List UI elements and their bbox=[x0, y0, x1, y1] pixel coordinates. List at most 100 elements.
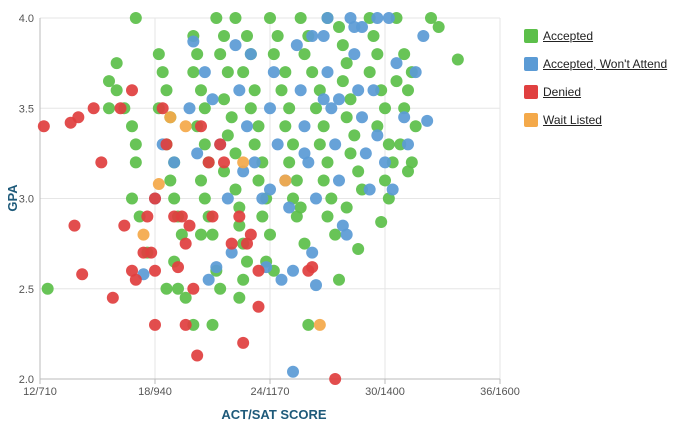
data-point bbox=[187, 282, 200, 295]
data-point bbox=[218, 30, 230, 43]
data-point bbox=[141, 210, 154, 223]
data-point bbox=[417, 30, 430, 43]
data-point bbox=[306, 246, 319, 259]
data-point bbox=[37, 120, 50, 133]
data-point bbox=[110, 57, 123, 70]
data-point bbox=[359, 147, 372, 160]
data-point bbox=[229, 147, 242, 160]
data-point bbox=[244, 48, 257, 61]
data-point bbox=[294, 201, 307, 214]
data-point bbox=[137, 246, 150, 259]
data-point bbox=[390, 75, 403, 88]
data-point bbox=[118, 219, 131, 232]
data-point bbox=[244, 102, 257, 115]
data-point bbox=[248, 138, 261, 151]
x-tick-label: 18/940 bbox=[138, 386, 172, 398]
data-point bbox=[129, 156, 142, 169]
legend-item-wait-listed[interactable]: Wait Listed bbox=[524, 112, 680, 128]
data-point bbox=[206, 210, 219, 223]
data-point bbox=[348, 129, 361, 142]
data-point bbox=[195, 84, 207, 97]
data-point bbox=[283, 156, 296, 169]
data-point bbox=[398, 111, 411, 124]
data-point bbox=[340, 57, 353, 70]
data-point bbox=[306, 261, 319, 274]
data-point bbox=[290, 174, 303, 187]
legend: Accepted Accepted, Won't Attend Denied W… bbox=[524, 28, 680, 140]
data-point bbox=[290, 39, 303, 52]
data-point bbox=[244, 228, 257, 241]
data-point bbox=[175, 210, 188, 223]
data-point bbox=[229, 39, 242, 52]
data-point bbox=[356, 111, 368, 124]
data-point bbox=[233, 210, 246, 223]
data-point bbox=[398, 48, 411, 61]
data-point bbox=[371, 48, 384, 61]
data-point bbox=[325, 102, 338, 115]
data-point bbox=[279, 120, 292, 133]
data-point bbox=[333, 174, 345, 187]
data-point bbox=[160, 138, 173, 151]
data-point bbox=[41, 282, 54, 295]
data-point bbox=[106, 291, 119, 304]
data-point bbox=[183, 219, 196, 232]
data-point bbox=[379, 102, 391, 115]
data-point bbox=[233, 291, 246, 304]
data-point bbox=[229, 183, 242, 196]
y-tick-label: 3.5 bbox=[19, 103, 34, 115]
data-point bbox=[287, 192, 299, 205]
data-point bbox=[271, 30, 284, 43]
data-point bbox=[126, 264, 138, 277]
data-point bbox=[103, 75, 115, 88]
data-point bbox=[183, 102, 196, 115]
y-tick-label: 3.0 bbox=[19, 194, 34, 206]
legend-item-denied[interactable]: Denied bbox=[524, 84, 680, 100]
legend-label: Accepted bbox=[543, 29, 594, 43]
data-point bbox=[306, 30, 319, 43]
data-point bbox=[72, 111, 85, 124]
data-point bbox=[198, 66, 211, 79]
data-point bbox=[149, 318, 161, 331]
data-point bbox=[164, 111, 177, 124]
data-point bbox=[210, 261, 223, 274]
data-point bbox=[451, 53, 464, 66]
data-point bbox=[241, 120, 253, 133]
data-point bbox=[198, 102, 211, 115]
y-tick-label: 2.0 bbox=[19, 374, 34, 386]
data-point bbox=[287, 365, 299, 378]
data-point bbox=[152, 178, 165, 191]
data-point bbox=[264, 183, 276, 196]
data-point bbox=[290, 210, 303, 223]
data-point bbox=[87, 102, 100, 115]
data-point bbox=[160, 282, 173, 295]
data-point bbox=[321, 210, 334, 223]
data-point bbox=[126, 84, 138, 97]
data-point bbox=[168, 192, 181, 205]
legend-label: Accepted, Won't Attend bbox=[543, 57, 668, 71]
data-point bbox=[275, 273, 288, 286]
data-point bbox=[233, 84, 246, 97]
tick-labels: 2.0 2.5 3.0 3.5 4.0 12/710 18/940 24/1170 30/140… bbox=[19, 13, 520, 398]
data-point bbox=[187, 35, 200, 48]
data-point bbox=[129, 12, 142, 24]
legend-item-accepted[interactable]: Accepted bbox=[524, 28, 680, 44]
data-point bbox=[149, 264, 161, 277]
data-point bbox=[179, 120, 192, 133]
data-point bbox=[187, 66, 200, 79]
data-point bbox=[137, 228, 150, 241]
data-point bbox=[279, 174, 292, 187]
data-point bbox=[275, 84, 288, 97]
data-point bbox=[321, 66, 334, 79]
data-point bbox=[191, 349, 204, 362]
data-point bbox=[267, 66, 280, 79]
data-point bbox=[256, 192, 269, 205]
data-point bbox=[126, 192, 138, 205]
data-point bbox=[302, 156, 315, 169]
data-point bbox=[237, 336, 250, 349]
y-tick-label: 4.0 bbox=[19, 13, 34, 25]
data-point bbox=[348, 48, 361, 61]
legend-item-accepted-wont-attend[interactable]: Accepted, Won't Attend bbox=[524, 56, 680, 72]
data-point bbox=[195, 120, 207, 133]
data-point bbox=[241, 237, 253, 250]
data-point bbox=[294, 12, 307, 24]
